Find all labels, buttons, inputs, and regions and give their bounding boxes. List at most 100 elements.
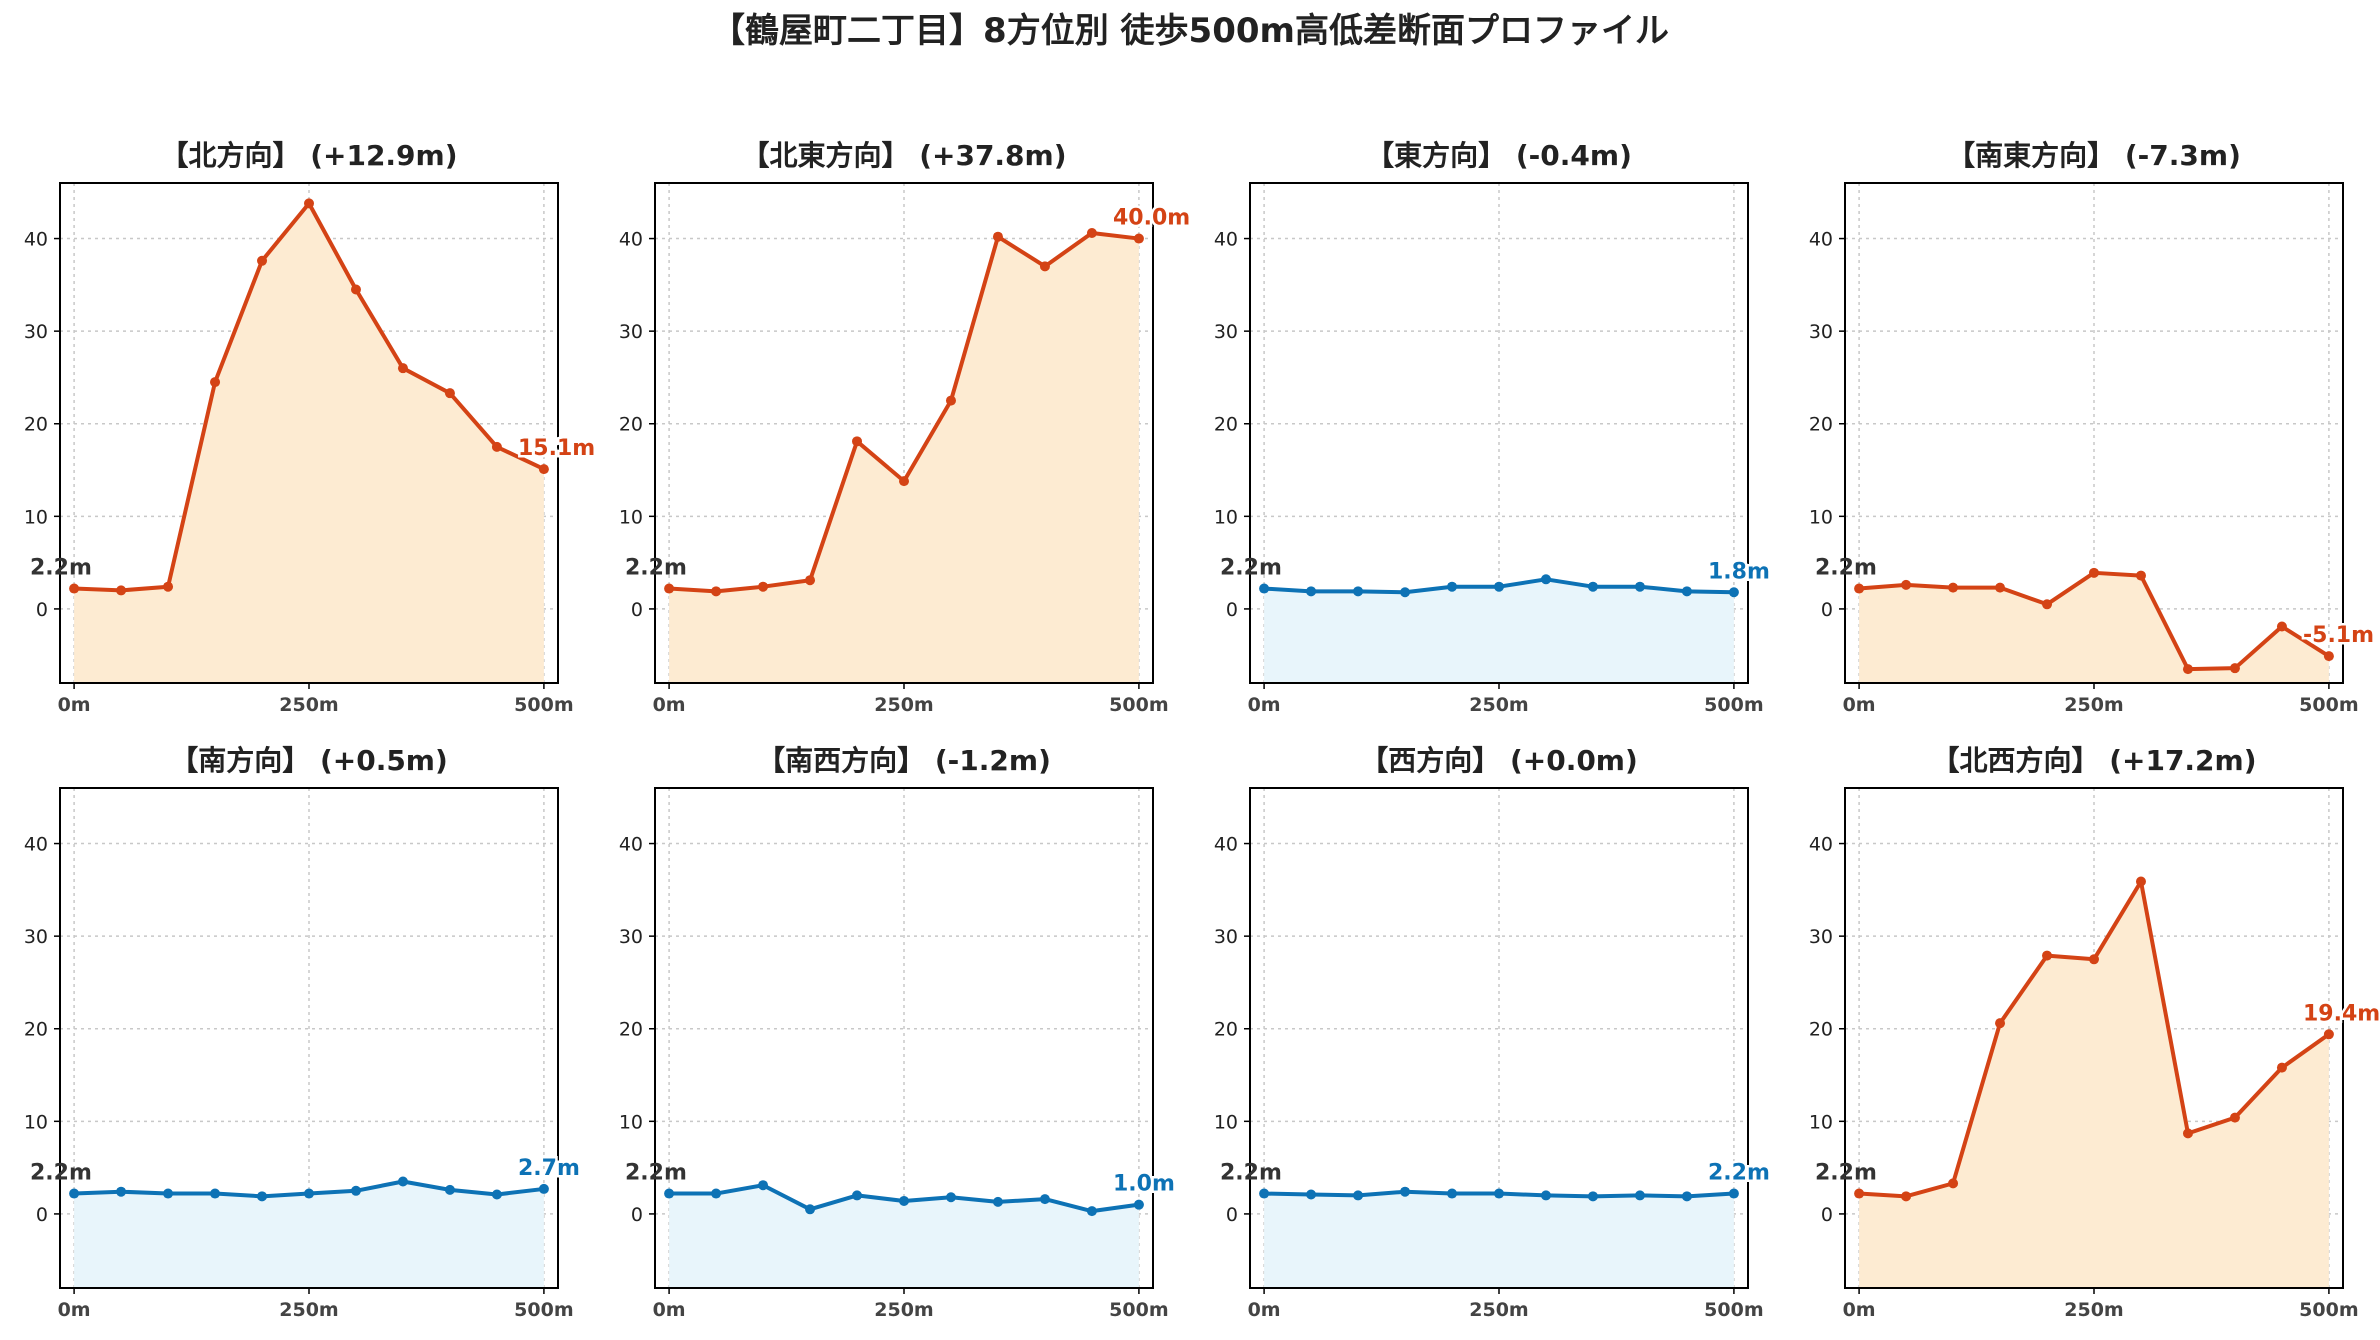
- data-point: [1995, 1018, 2006, 1029]
- data-point: [2229, 1112, 2240, 1123]
- data-point: [1854, 1188, 1865, 1199]
- x-tick-label: 500m: [1109, 694, 1168, 716]
- data-point: [758, 1180, 769, 1191]
- elevation-area: [669, 1185, 1139, 1288]
- data-point: [1728, 1188, 1739, 1199]
- data-point: [2229, 663, 2240, 674]
- y-tick-label: 40: [24, 834, 48, 856]
- y-tick-label: 20: [24, 1019, 48, 1041]
- data-point: [1948, 1178, 1959, 1189]
- y-tick-label: 20: [619, 414, 643, 436]
- y-tick-label: 30: [1809, 926, 1833, 948]
- y-tick-label: 0: [631, 1204, 643, 1226]
- data-point: [1447, 1188, 1458, 1199]
- end-elevation-label: 40.0m: [1113, 206, 1190, 231]
- data-point: [1353, 1190, 1364, 1201]
- data-point: [1039, 1194, 1050, 1205]
- data-point: [2323, 1029, 2334, 1040]
- data-point: [2276, 621, 2287, 632]
- data-point: [2182, 1128, 2193, 1139]
- end-elevation-label: 2.7m: [518, 1156, 580, 1181]
- data-point: [758, 581, 769, 592]
- data-point: [1901, 579, 1912, 590]
- y-tick-label: 20: [24, 414, 48, 436]
- data-point: [1995, 582, 2006, 593]
- panel-title: 【南西方向】 (-1.2m): [757, 744, 1051, 777]
- start-elevation-label: 2.2m: [30, 1161, 92, 1186]
- x-tick-label: 250m: [874, 1299, 933, 1321]
- end-elevation-label: -5.1m: [2303, 623, 2374, 648]
- y-tick-label: 0: [1226, 1204, 1238, 1226]
- data-point: [257, 255, 268, 266]
- y-tick-label: 30: [1214, 926, 1238, 948]
- data-point: [210, 1188, 221, 1199]
- x-tick-label: 0m: [58, 1299, 91, 1321]
- data-point: [538, 464, 549, 475]
- data-point: [1039, 261, 1050, 272]
- x-tick-label: 500m: [514, 694, 573, 716]
- data-point: [2042, 950, 2053, 961]
- start-elevation-label: 2.2m: [1220, 556, 1282, 581]
- x-tick-label: 250m: [2064, 1299, 2123, 1321]
- x-tick-label: 0m: [1248, 1299, 1281, 1321]
- panel-title: 【南東方向】 (-7.3m): [1947, 139, 2241, 172]
- y-tick-label: 40: [24, 229, 48, 251]
- data-point: [1494, 1188, 1504, 1199]
- elevation-area: [74, 1181, 544, 1288]
- x-tick-label: 0m: [1843, 1299, 1876, 1321]
- y-tick-label: 30: [619, 926, 643, 948]
- x-tick-label: 0m: [1843, 694, 1876, 716]
- data-point: [444, 1184, 455, 1195]
- data-point: [1540, 1190, 1551, 1201]
- y-tick-label: 20: [619, 1019, 643, 1041]
- panel-3: 【東方向】 (-0.4m) 0 10 20 30 40 0m 250m 500m 2.2m 1.8m: [1214, 139, 1773, 716]
- data-point: [2089, 567, 2099, 578]
- data-point: [2042, 599, 2053, 610]
- end-elevation-label: 19.4m: [2303, 1001, 2380, 1026]
- data-point: [1634, 1190, 1645, 1201]
- y-tick-label: 40: [1809, 229, 1833, 251]
- y-tick-label: 20: [1809, 414, 1833, 436]
- start-elevation-label: 2.2m: [30, 556, 92, 581]
- data-point: [1259, 583, 1270, 594]
- data-point: [116, 1186, 127, 1197]
- data-point: [210, 377, 221, 388]
- data-point: [163, 1188, 174, 1199]
- data-point: [444, 388, 455, 399]
- figure-title: 【鶴屋町二丁目】8方位別 徒歩500m高低差断面プロファイル: [711, 11, 1669, 51]
- data-point: [2089, 954, 2099, 965]
- start-elevation-label: 2.2m: [1220, 1161, 1282, 1186]
- data-point: [1901, 1191, 1912, 1202]
- data-point: [805, 575, 816, 586]
- data-point: [1306, 586, 1317, 597]
- data-point: [1400, 587, 1411, 598]
- data-point: [1133, 233, 1144, 244]
- elevation-area: [669, 233, 1139, 683]
- data-point: [257, 1191, 268, 1202]
- elevation-area: [1859, 881, 2329, 1288]
- y-tick-label: 0: [1821, 599, 1833, 621]
- x-tick-label: 500m: [1704, 1299, 1763, 1321]
- data-point: [304, 1188, 314, 1199]
- data-point: [992, 1196, 1003, 1207]
- data-point: [1681, 586, 1692, 597]
- elevation-area: [1264, 579, 1734, 683]
- y-tick-label: 0: [631, 599, 643, 621]
- panel-title: 【東方向】 (-0.4m): [1366, 139, 1632, 172]
- y-tick-label: 30: [24, 321, 48, 343]
- panel-title: 【南方向】 (+0.5m): [170, 744, 448, 777]
- y-tick-label: 20: [1214, 414, 1238, 436]
- x-tick-label: 500m: [514, 1299, 573, 1321]
- data-point: [805, 1204, 816, 1215]
- elevation-area: [1859, 572, 2329, 683]
- data-point: [1634, 581, 1645, 592]
- y-tick-label: 30: [1809, 321, 1833, 343]
- x-tick-label: 500m: [1109, 1299, 1168, 1321]
- data-point: [1086, 1206, 1097, 1217]
- y-tick-label: 30: [1214, 321, 1238, 343]
- data-point: [491, 441, 502, 452]
- y-tick-label: 10: [1214, 506, 1238, 528]
- end-elevation-label: 1.8m: [1708, 559, 1770, 584]
- y-tick-label: 20: [1809, 1019, 1833, 1041]
- data-point: [538, 1183, 549, 1194]
